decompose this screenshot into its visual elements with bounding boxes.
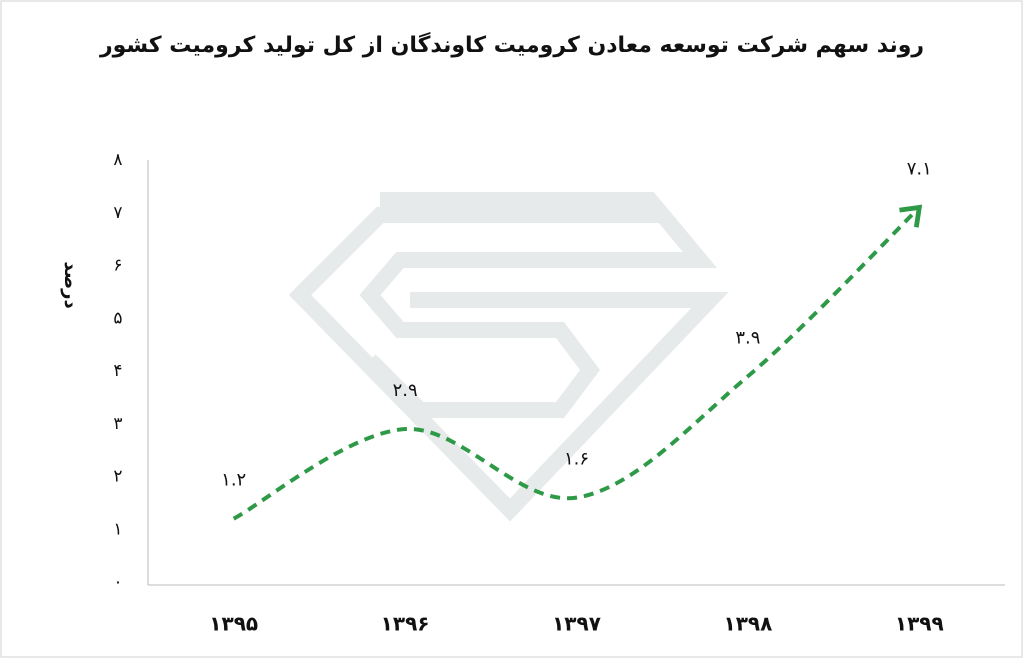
chart-title: روند سهم شرکت توسعه معادن کرومیت کاوندگا… [99, 31, 924, 58]
data-label: ۱.۲ [221, 470, 246, 491]
data-label: ۲.۹ [393, 380, 418, 401]
watermark [288, 192, 729, 522]
data-label: ۱.۶ [564, 449, 589, 470]
data-label: ۳.۹ [735, 327, 760, 348]
y-tick-label: ۲ [113, 467, 122, 487]
y-tick-label: ۳ [113, 414, 122, 434]
x-tick-label: ۱۳۹۵ [209, 612, 258, 636]
data-label: ۷.۱ [907, 158, 932, 179]
x-tick-label: ۱۳۹۶ [381, 612, 430, 636]
x-tick-label: ۱۳۹۷ [552, 612, 601, 636]
y-tick-label: ۶ [113, 256, 122, 276]
y-tick-label: ۴ [113, 361, 122, 381]
x-tick-label: ۱۳۹۸ [723, 612, 772, 636]
y-tick-label: ۷ [113, 203, 122, 223]
line [232, 204, 923, 521]
y-tick-label: ۱ [113, 519, 122, 539]
x-tick-label: ۱۳۹۹ [895, 612, 944, 636]
y-tick-label: ۸ [113, 150, 122, 170]
y-axis-label: درصد [60, 261, 81, 308]
y-tick-label: ۰ [113, 572, 122, 592]
y-tick-label: ۵ [113, 308, 122, 328]
